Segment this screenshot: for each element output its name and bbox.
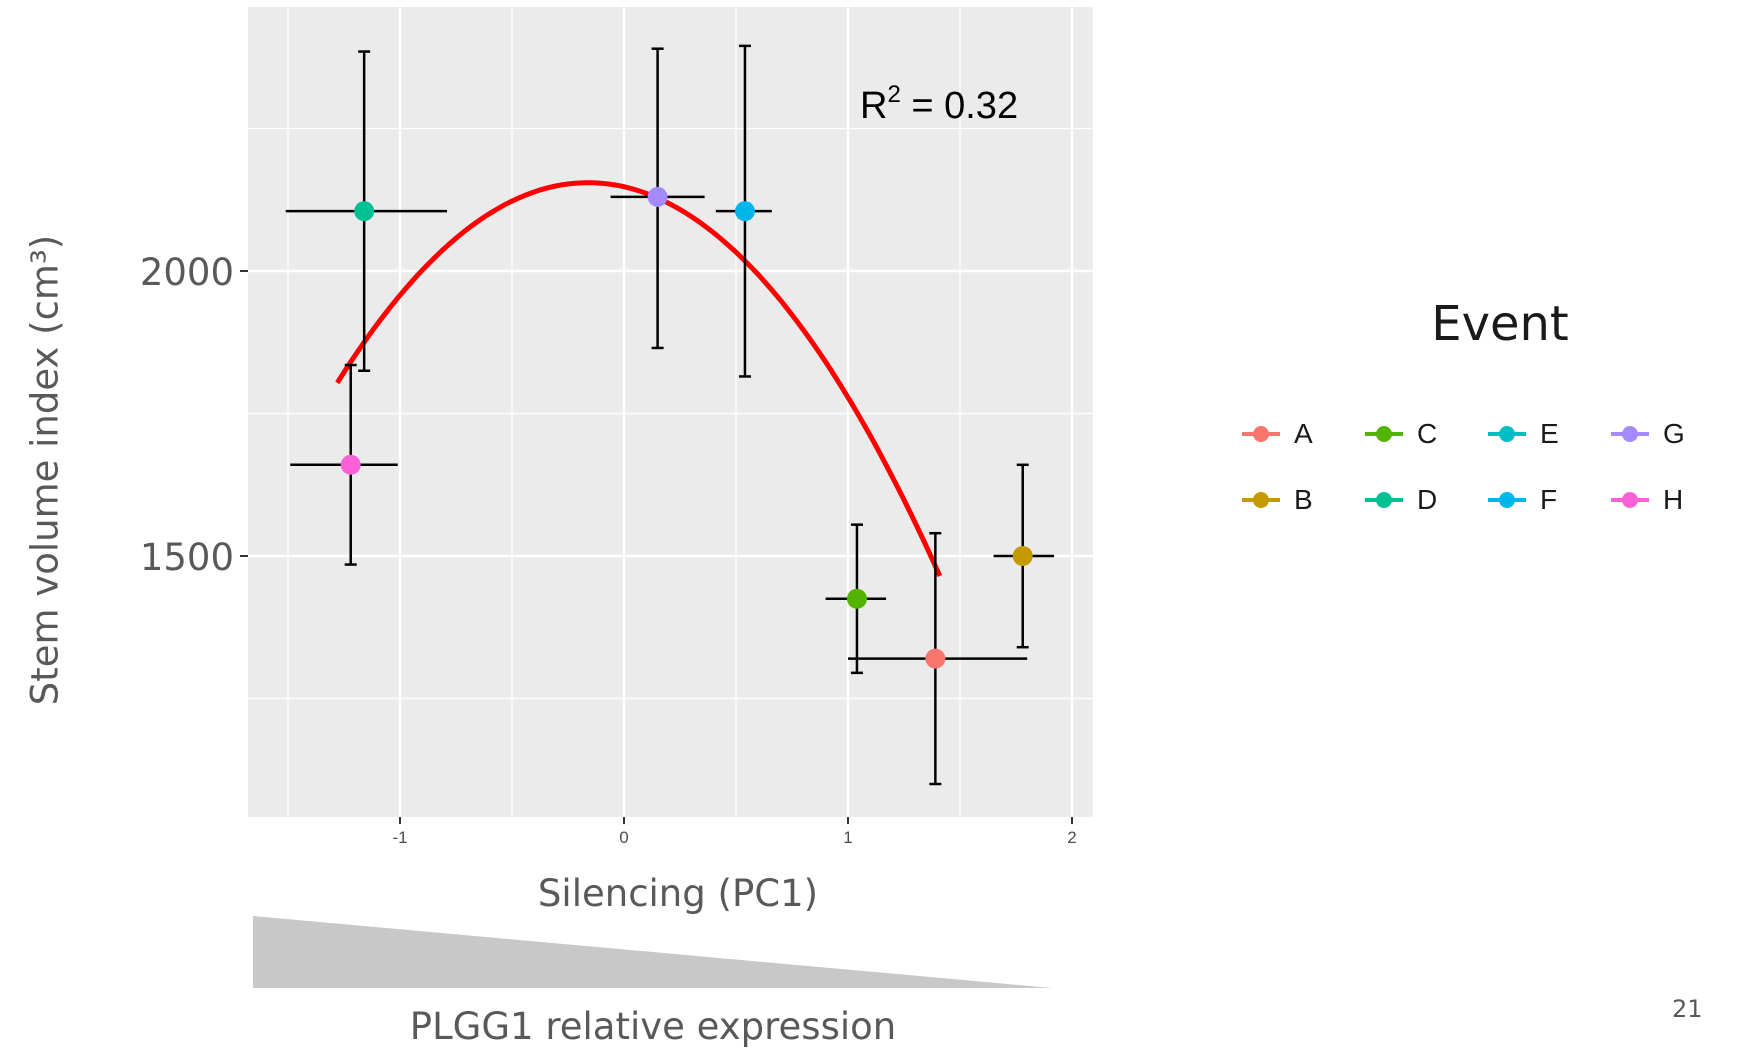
x-tick-label: -1: [392, 828, 407, 847]
y-axis-ticks: 1500 2000: [140, 251, 248, 579]
legend-key-icon: [1365, 480, 1403, 520]
x-axis-ticks: -1 0 1 2: [392, 817, 1077, 847]
x-tick-label: 1: [843, 828, 852, 847]
legend-key-icon: [1242, 480, 1280, 520]
page-number: 21: [1672, 995, 1703, 1023]
legend-label: G: [1663, 418, 1685, 449]
legend-title: Event: [1431, 296, 1569, 352]
legend-label: D: [1417, 484, 1438, 515]
legend-item-A: A: [1242, 414, 1313, 454]
data-point-C: [846, 588, 867, 609]
legend-item-E: E: [1488, 414, 1559, 454]
r2-prefix: R: [860, 85, 887, 127]
legend-item-C: C: [1365, 414, 1437, 454]
legend-item-H: H: [1611, 480, 1683, 520]
data-point-H: [340, 454, 361, 475]
legend: A B C D E F G H: [1242, 414, 1742, 524]
legend-label: B: [1294, 484, 1313, 515]
data-point-A: [925, 648, 946, 669]
fit-curve: [335, 180, 943, 578]
y-tick-label: 2000: [140, 251, 234, 294]
legend-key-icon: [1488, 414, 1526, 454]
data-point-G: [647, 186, 668, 207]
x-tick-label: 0: [619, 828, 628, 847]
legend-key-icon: [1611, 480, 1649, 520]
legend-key-icon: [1488, 480, 1526, 520]
legend-item-D: D: [1365, 480, 1437, 520]
x-tick-label: 2: [1067, 828, 1076, 847]
legend-label: H: [1663, 484, 1684, 515]
legend-label: C: [1417, 418, 1438, 449]
data-point-D: [354, 201, 375, 222]
legend-item-F: F: [1488, 480, 1557, 520]
legend-item-B: B: [1242, 480, 1313, 520]
y-tick-label: 1500: [140, 536, 234, 579]
legend-key-icon: [1242, 414, 1280, 454]
y-axis-title: Stem volume index (cm³): [23, 234, 67, 706]
legend-label: E: [1540, 418, 1559, 449]
legend-item-G: G: [1611, 414, 1685, 454]
legend-key-icon: [1611, 414, 1649, 454]
data-point-F: [734, 201, 755, 222]
expression-gradient-triangle: [253, 916, 1052, 988]
expression-label: PLGG1 relative expression: [409, 1005, 897, 1048]
x-axis-title: Silencing (PC1): [537, 872, 819, 915]
legend-label: A: [1294, 418, 1313, 449]
data-points: [340, 186, 1033, 669]
legend-key-icon: [1365, 414, 1403, 454]
data-point-B: [1012, 546, 1033, 566]
legend-label: F: [1540, 484, 1558, 515]
r2-value: = 0.32: [901, 85, 1018, 127]
grid-lines: [248, 7, 1093, 817]
r-squared-annotation: R2 = 0.32: [860, 81, 1018, 127]
plot-panel: [248, 7, 1093, 817]
r2-superscript: 2: [887, 81, 900, 108]
